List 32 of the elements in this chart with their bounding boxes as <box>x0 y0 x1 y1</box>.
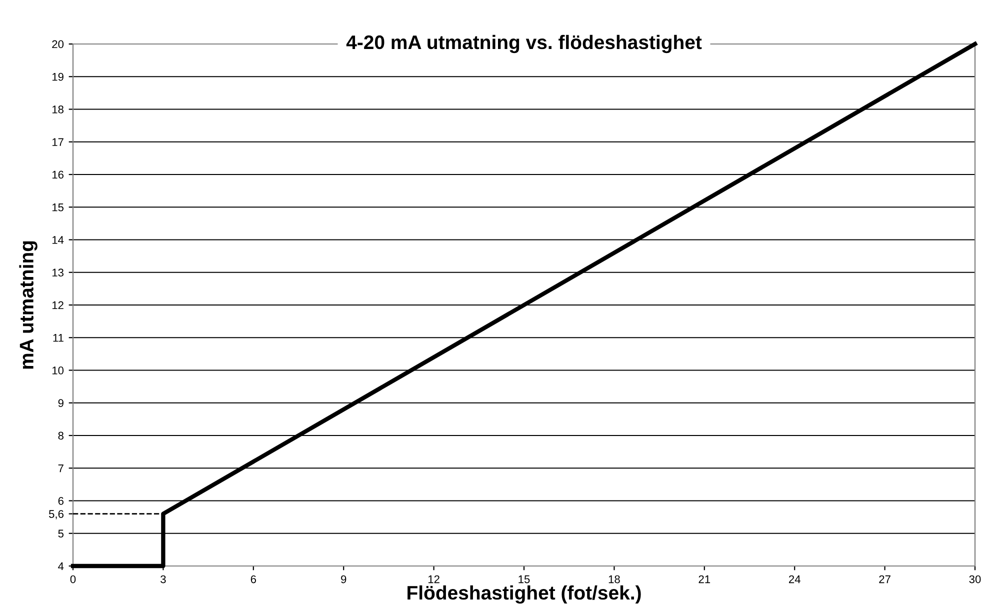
x-tick-label: 12 <box>428 575 440 584</box>
x-tick-label: 9 <box>341 575 346 584</box>
y-tick-label: 11 <box>53 334 64 342</box>
x-tick-label: 30 <box>969 575 981 584</box>
y-tick-label: 15 <box>52 204 64 212</box>
y-tick-label: 9 <box>58 399 64 408</box>
y-axis-title: mA utmatning <box>19 241 38 369</box>
y-tick-label: 5 <box>58 530 64 538</box>
x-tick-label: 27 <box>879 575 890 584</box>
x-tick-label: 0 <box>70 575 76 584</box>
y-tick-label: 10 <box>52 366 64 374</box>
y-tick-label: 5,6 <box>48 510 64 520</box>
y-tick-label: 19 <box>52 72 64 81</box>
y-tick-label: 13 <box>52 268 64 277</box>
x-tick-label: 21 <box>698 575 710 584</box>
y-tick-label: 17 <box>52 138 64 146</box>
y-tick-label: 6 <box>58 497 64 505</box>
chart-title: 4-20 mA utmatning vs. flödeshastighet <box>346 34 702 54</box>
x-tick-label: 3 <box>160 575 166 584</box>
y-tick-label: 18 <box>52 106 64 114</box>
y-tick-label: 16 <box>52 170 64 179</box>
y-tick-label: 20 <box>52 40 64 48</box>
y-tick-label: 8 <box>58 432 64 440</box>
y-tick-label: 7 <box>58 464 64 472</box>
x-tick-label: 18 <box>608 575 620 584</box>
y-tick-label: 14 <box>52 236 64 244</box>
x-tick-label: 15 <box>518 575 530 584</box>
x-tick-label: 24 <box>788 575 800 584</box>
x-tick-label: 6 <box>250 575 256 584</box>
y-tick-label: 4 <box>58 562 64 570</box>
x-axis-title: Flödeshastighet (fot/sek.) <box>408 585 641 604</box>
y-tick-label: 12 <box>52 301 64 310</box>
